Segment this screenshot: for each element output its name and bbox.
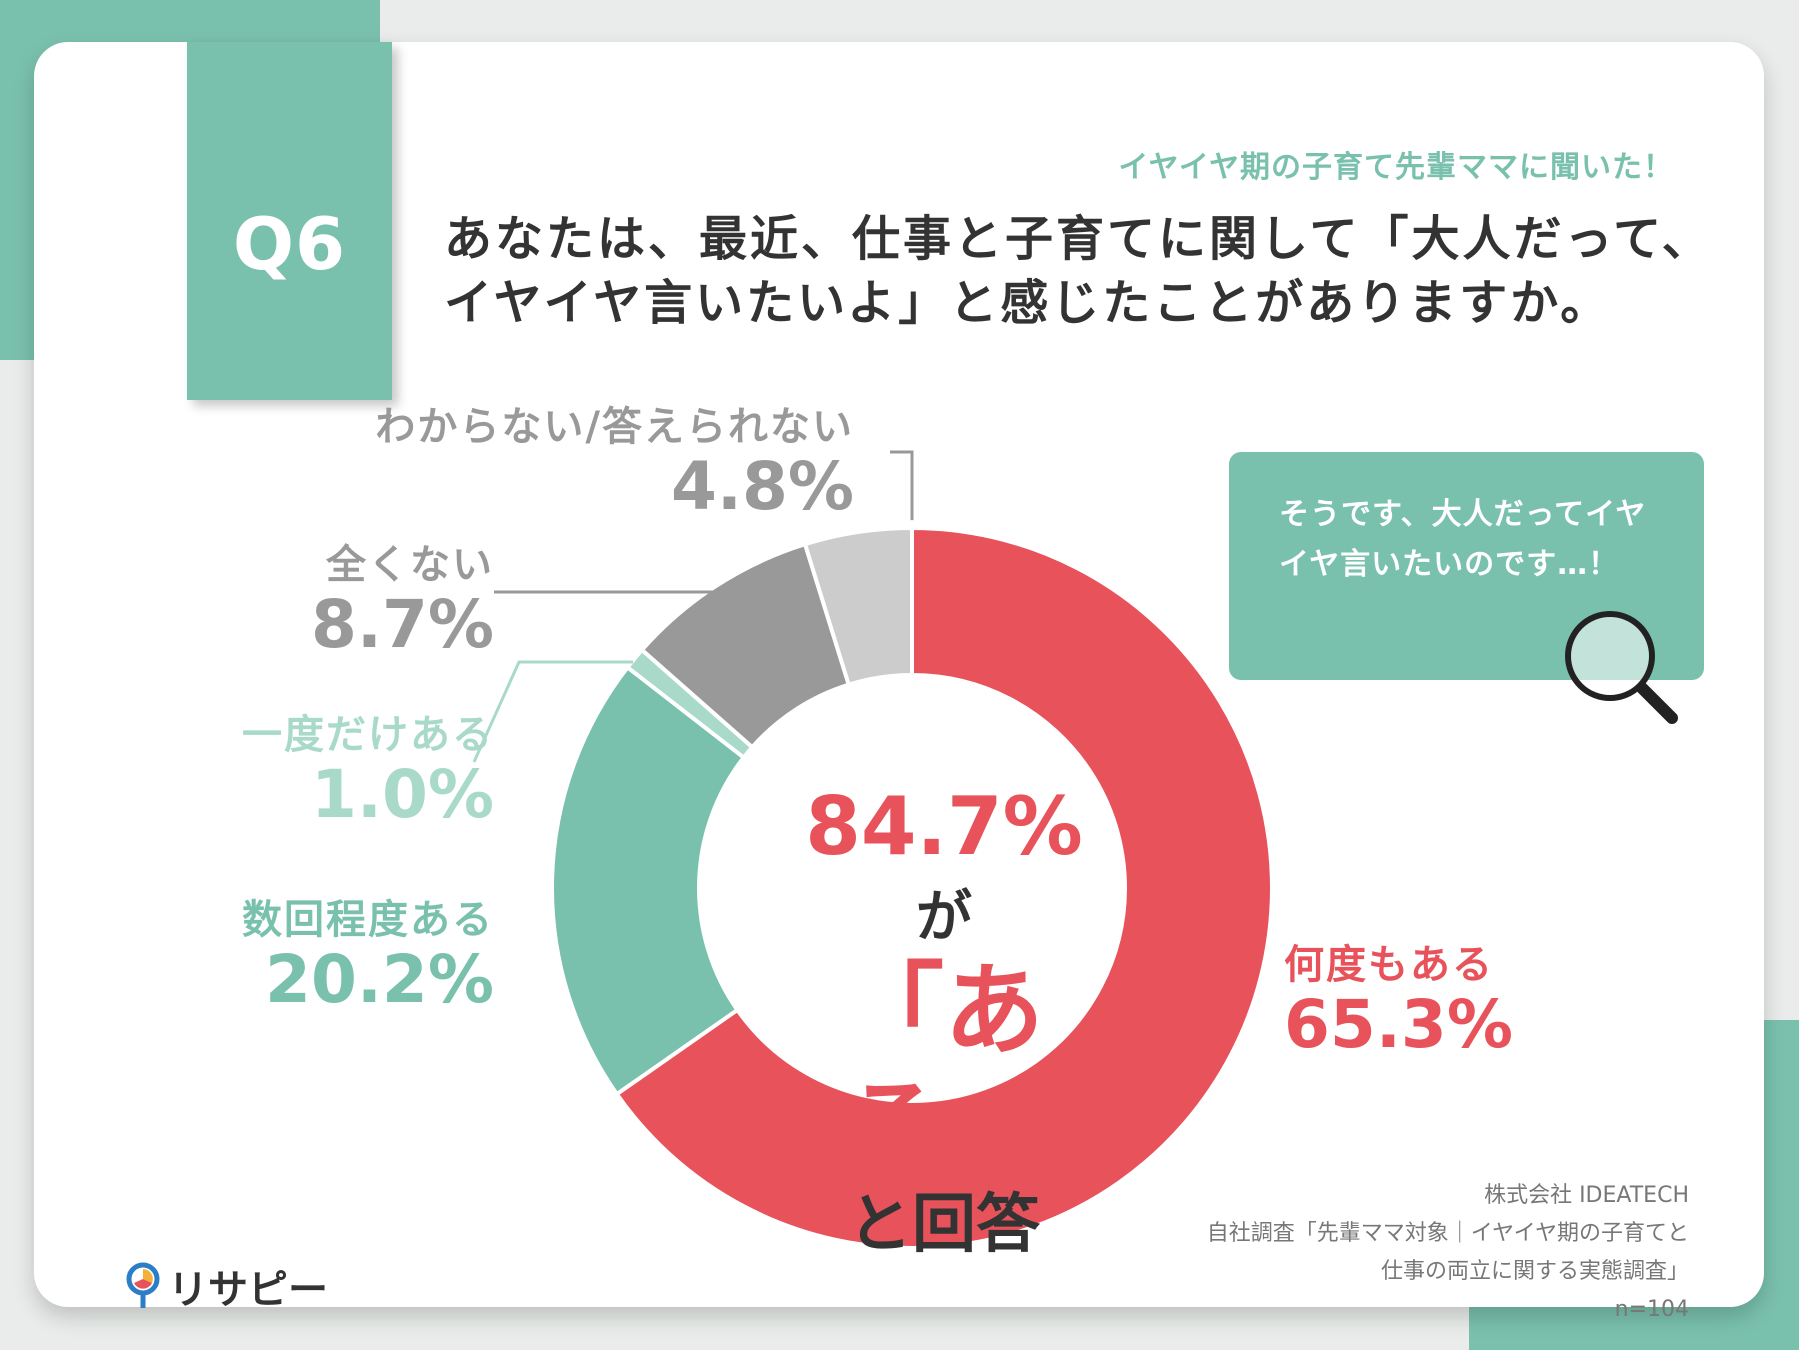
question-line-2: イヤイヤ言いたいよ」と感じたことがありますか。: [444, 275, 1612, 331]
slice-name-1: 何度もある: [1284, 942, 1494, 988]
logo-pin-icon: [126, 1262, 160, 1308]
question-line-1: あなたは、最近、仕事と子育てに関して「大人だって、: [444, 211, 1713, 267]
slice-name-4: 全くない: [326, 542, 494, 588]
slice-value-5: 4.8%: [670, 448, 854, 525]
donut-chart: [472, 450, 1274, 1250]
donut-slice-1: [614, 525, 1274, 1250]
leader-line-5: [890, 450, 914, 521]
slice-label-4: 全くない 8.7%: [194, 532, 494, 660]
source-line-1: 自社調査「先輩ママ対象｜イヤイヤ期の子育てと: [1206, 1221, 1689, 1246]
center-suffix: が: [916, 885, 972, 950]
slice-label-1: 何度もある 65.3%: [1284, 932, 1584, 1060]
slice-label-5: わからない/答えられない 4.8%: [334, 394, 854, 522]
question-number: Q6: [187, 42, 392, 400]
donut-slice-2: [550, 664, 747, 1097]
center-summary: 84.7% が 「ある」 と回答: [779, 782, 1109, 1265]
slice-label-3: 一度だけある 1.0%: [164, 702, 494, 830]
center-percent: 84.7%: [805, 780, 1083, 873]
slice-value-2: 20.2%: [265, 941, 494, 1018]
slice-name-3: 一度だけある: [242, 712, 494, 758]
center-answer: と回答: [848, 1188, 1040, 1262]
slice-name-5: わからない/答えられない: [375, 404, 854, 450]
brand-logo: リサピー: [126, 1257, 328, 1315]
leader-line-3: [472, 660, 634, 763]
slice-name-2: 数回程度ある: [242, 897, 494, 943]
slice-value-4: 8.7%: [310, 586, 494, 663]
source-company: 株式会社 IDEATECH: [1484, 1183, 1689, 1208]
source-line-2: 仕事の両立に関する実態調査」: [1380, 1259, 1689, 1284]
magnifier-icon: [1565, 611, 1678, 724]
question-text: あなたは、最近、仕事と子育てに関して「大人だって、 イヤイヤ言いたいよ」と感じた…: [444, 207, 1774, 335]
donut-slice-5: [802, 525, 914, 688]
slice-value-3: 1.0%: [310, 756, 494, 833]
slice-label-2: 数回程度ある 20.2%: [164, 887, 494, 1015]
source-note: 株式会社 IDEATECH 自社調査「先輩ママ対象｜イヤイヤ期の子育てと 仕事の…: [1207, 1177, 1689, 1329]
speech-bubble: そうです、大人だってイヤイヤ言いたいのです…！: [1229, 452, 1704, 680]
sample-size: n=104: [1614, 1297, 1689, 1322]
logo-text: リサピー: [168, 1267, 328, 1313]
card: Q6 イヤイヤ期の子育て先輩ママに聞いた！ あなたは、最近、仕事と子育てに関して…: [34, 42, 1764, 1322]
slice-value-1: 65.3%: [1284, 986, 1513, 1063]
subtitle: イヤイヤ期の子育て先輩ママに聞いた！: [1118, 150, 1674, 185]
center-quote: 「ある」: [844, 952, 1044, 1185]
